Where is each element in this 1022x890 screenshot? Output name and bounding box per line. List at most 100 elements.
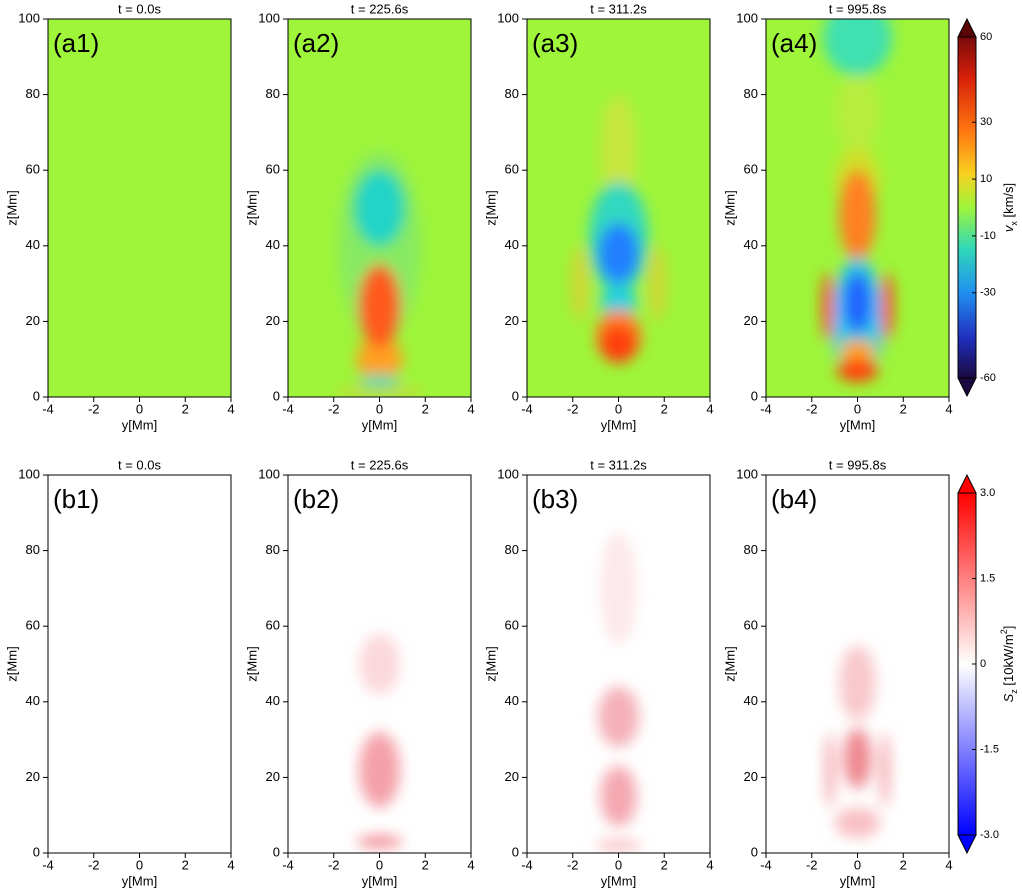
x-tick-label: -4 [760,857,772,872]
field-blobs [356,633,403,848]
colorbar-label-part: v [1001,224,1016,232]
y-tick-label: 0 [33,844,40,859]
field-blob [356,336,403,382]
field-blob [600,531,637,646]
y-tick-label: 80 [26,542,40,557]
colorbar-label-part: S [1001,693,1016,702]
y-tick-label: 100 [736,10,758,25]
x-tick-label: -2 [88,857,100,872]
panel-label: (b1) [53,484,99,514]
y-tick-label: 20 [744,313,758,328]
y-tick-label: 80 [505,542,519,557]
colorbar-label-part: 2 [999,629,1009,634]
x-tick-label: 2 [661,401,668,416]
colorbar-extend [957,17,977,38]
colorbar-extend [957,834,977,855]
x-tick-label: 0 [376,857,383,872]
x-tick-label: -2 [567,857,579,872]
y-tick-label: 20 [26,313,40,328]
x-tick-label: 4 [227,857,234,872]
y-tick-label: 60 [505,162,519,177]
y-tick-label: 40 [266,237,280,252]
field-blob [358,633,401,695]
x-tick-label: 2 [422,857,429,872]
y-tick-label: 40 [26,237,40,252]
x-tick-label: -2 [567,401,579,416]
field-blob [843,728,872,789]
y-tick-label: 40 [505,237,519,252]
y-tick-label: 60 [266,162,280,177]
y-tick-label: 60 [505,618,519,633]
field-blobs [595,531,642,850]
plot-title: t = 225.6s [351,1,409,16]
y-tick-label: 100 [258,10,280,25]
plot-title: t = 0.0s [118,457,161,472]
field-blob [834,75,881,152]
field-blob [880,732,890,808]
field [288,475,471,853]
plot-title: t = 225.6s [351,457,409,472]
field-blobs [333,151,426,396]
y-tick-label: 80 [505,86,519,101]
y-tick-label: 20 [266,769,280,784]
y-tick-label: 80 [744,86,758,101]
field [48,475,231,853]
colorbar-tick-label: 3.0 [980,487,995,499]
colorbar-label-part: z [1009,689,1019,694]
field-blobs [822,19,893,382]
field [766,19,949,397]
x-tick-label: 0 [615,401,622,416]
x-tick-label: 0 [376,401,383,416]
x-axis-label: y[Mm] [601,873,636,888]
plot-title: t = 311.2s [590,457,647,472]
y-axis-label: z[Mm] [244,190,259,225]
plot-title: t = 0.0s [118,1,161,16]
x-tick-label: 0 [136,857,143,872]
colorbar-extend [957,473,977,494]
x-tick-label: -4 [42,401,54,416]
x-tick-label: -4 [760,401,772,416]
x-tick-label: 4 [706,401,713,416]
field-blob [358,374,401,390]
field-blob [832,283,842,360]
x-tick-label: 2 [182,857,189,872]
y-tick-label: 40 [744,237,758,252]
x-tick-label: -4 [42,857,54,872]
y-tick-label: 0 [512,388,519,403]
y-tick-label: 20 [26,769,40,784]
y-tick-label: 0 [273,844,280,859]
x-axis-label: y[Mm] [362,417,397,432]
x-axis-label: y[Mm] [601,417,636,432]
colorbar-tick-label: 10 [980,173,992,185]
panel-label: (a3) [532,28,578,58]
field-blobs [570,94,667,363]
colorbar-label: Sz [10kW/m2] [999,626,1019,703]
colorbar [957,36,977,379]
colorbar-extend [957,377,977,398]
field-blob [600,766,637,827]
x-tick-label: -2 [88,401,100,416]
field-blob [597,223,640,284]
x-tick-label: 2 [900,857,907,872]
y-tick-label: 100 [258,466,280,481]
y-tick-label: 0 [751,844,758,859]
colorbar-tick-label: -60 [980,372,996,384]
x-tick-label: 2 [900,401,907,416]
x-tick-label: -2 [328,857,340,872]
field-blob [600,287,637,318]
x-tick-label: 4 [945,857,952,872]
field-background [48,19,231,397]
plot-title: t = 995.8s [829,457,887,472]
y-tick-label: 40 [505,693,519,708]
panel-label: (b3) [532,484,578,514]
field-background [48,475,231,853]
y-tick-label: 60 [26,162,40,177]
y-tick-label: 0 [512,844,519,859]
y-axis-label: z[Mm] [4,646,19,681]
y-tick-label: 60 [744,162,758,177]
y-axis-label: z[Mm] [4,190,19,225]
field [48,19,231,397]
field [527,19,710,397]
field-blob [595,841,642,850]
field-blob [600,325,637,363]
